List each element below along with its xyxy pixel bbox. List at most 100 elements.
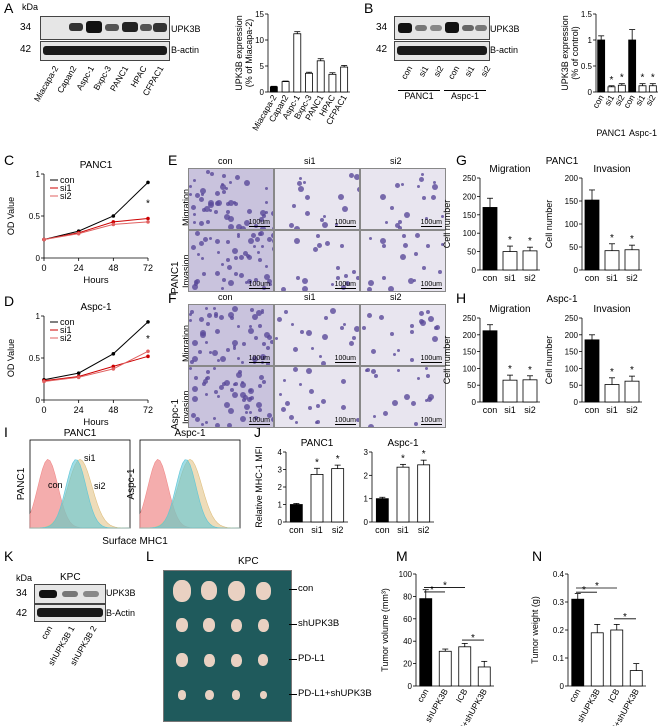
y-tick-label: 2 [278,483,283,492]
cell-dot [192,386,198,392]
cell-dot [371,369,376,374]
cell-dot [225,187,228,190]
cell-dot [192,340,198,346]
significance-star: * [528,236,532,247]
series-point [76,231,81,236]
cell-dot [354,174,359,180]
cell-dot [343,323,346,326]
cell-dot [251,233,256,238]
cell-dot [248,238,254,244]
cell-dot [199,241,204,246]
series-point [42,237,46,242]
cell-dot [414,422,418,426]
band [140,24,152,31]
cell-dot [297,181,302,186]
panel-letter-a: A [4,0,14,16]
y-tick-label: 50 [467,248,476,257]
cell-dot [403,243,408,248]
cell-dot [240,382,246,388]
cell-dot [324,316,328,320]
cell-dot [222,174,226,178]
micrograph: 100um [188,366,274,428]
cell-dot [428,316,434,322]
cell-dot [220,356,226,362]
cell-dot [260,226,266,229]
blot-k-marker-34: 34 [16,588,28,599]
chart-title: Invasion [593,164,630,175]
cell-dot [432,336,438,342]
cell-dot [261,245,264,248]
photo-row-label: con [298,583,314,594]
cell-dot [400,254,406,260]
cell-dot [336,276,340,280]
cell-dot [426,310,430,314]
significance-star: * [623,612,627,623]
y-tick-label: 0 [574,398,579,407]
cell-dot [205,341,208,344]
x-category-label: ICB [606,687,622,705]
x-category-label: con [483,273,498,283]
cell-dot [269,283,272,286]
cell-dot [366,368,370,372]
cell-dot [227,423,232,427]
y-tick-label: 200 [463,331,477,340]
cell-dot [191,205,196,210]
significance-star: * [641,73,645,84]
micrograph-column-label: si2 [390,156,402,166]
micrograph-column-label: si2 [390,292,402,302]
cell-dot [220,184,226,190]
tumor [230,653,242,667]
tumor [203,618,215,633]
cell-dot [234,256,238,260]
cell-dot [240,392,246,398]
series-point [146,320,150,324]
cell-dot [199,317,204,322]
tumor [203,653,215,667]
cell-dot [262,214,266,218]
cell-dot [254,278,258,282]
cell-dot [206,370,210,374]
cell-dot [414,252,418,256]
cell-dot [262,380,266,384]
x-category-label: si1 [504,405,516,415]
micrograph: 100um [188,168,274,230]
cell-dot [215,423,220,427]
bar [597,39,606,93]
bar [628,39,637,93]
cell-dot [226,348,230,352]
cell-dot [294,238,300,244]
cell-dot [232,392,238,398]
cell-dot [237,325,240,328]
blot-a-marker-42: 42 [20,44,32,55]
cell-dot [189,185,192,188]
bar [305,72,313,93]
series-point [111,220,116,224]
legend-label: con [60,317,75,327]
micrograph: 100um [360,230,446,292]
bar [458,646,472,687]
cell-dot [240,226,246,229]
bar [584,199,600,271]
y-tick-label: 4 [278,448,283,457]
tumor [176,618,188,633]
blot-a-kda: kDa [22,2,39,12]
x-tick-label: 24 [74,263,84,273]
y-tick-label: 200 [565,174,579,183]
x-axis-label: Hours [83,417,109,428]
cell-dot [411,401,416,406]
bar [477,666,491,687]
cell-dot [425,217,428,220]
cell-dot [254,416,258,420]
cell-dot [257,251,260,254]
cell-dot [431,195,436,200]
cell-dot [216,200,222,206]
cell-dot [243,395,248,400]
y-tick-label: 100 [399,570,413,579]
significance-star: * [610,367,614,378]
cell-dot [261,311,264,314]
cell-dot [267,413,272,418]
cell-dot [357,187,359,192]
scale-bar: 100um [334,355,356,363]
cell-dot [382,276,386,280]
